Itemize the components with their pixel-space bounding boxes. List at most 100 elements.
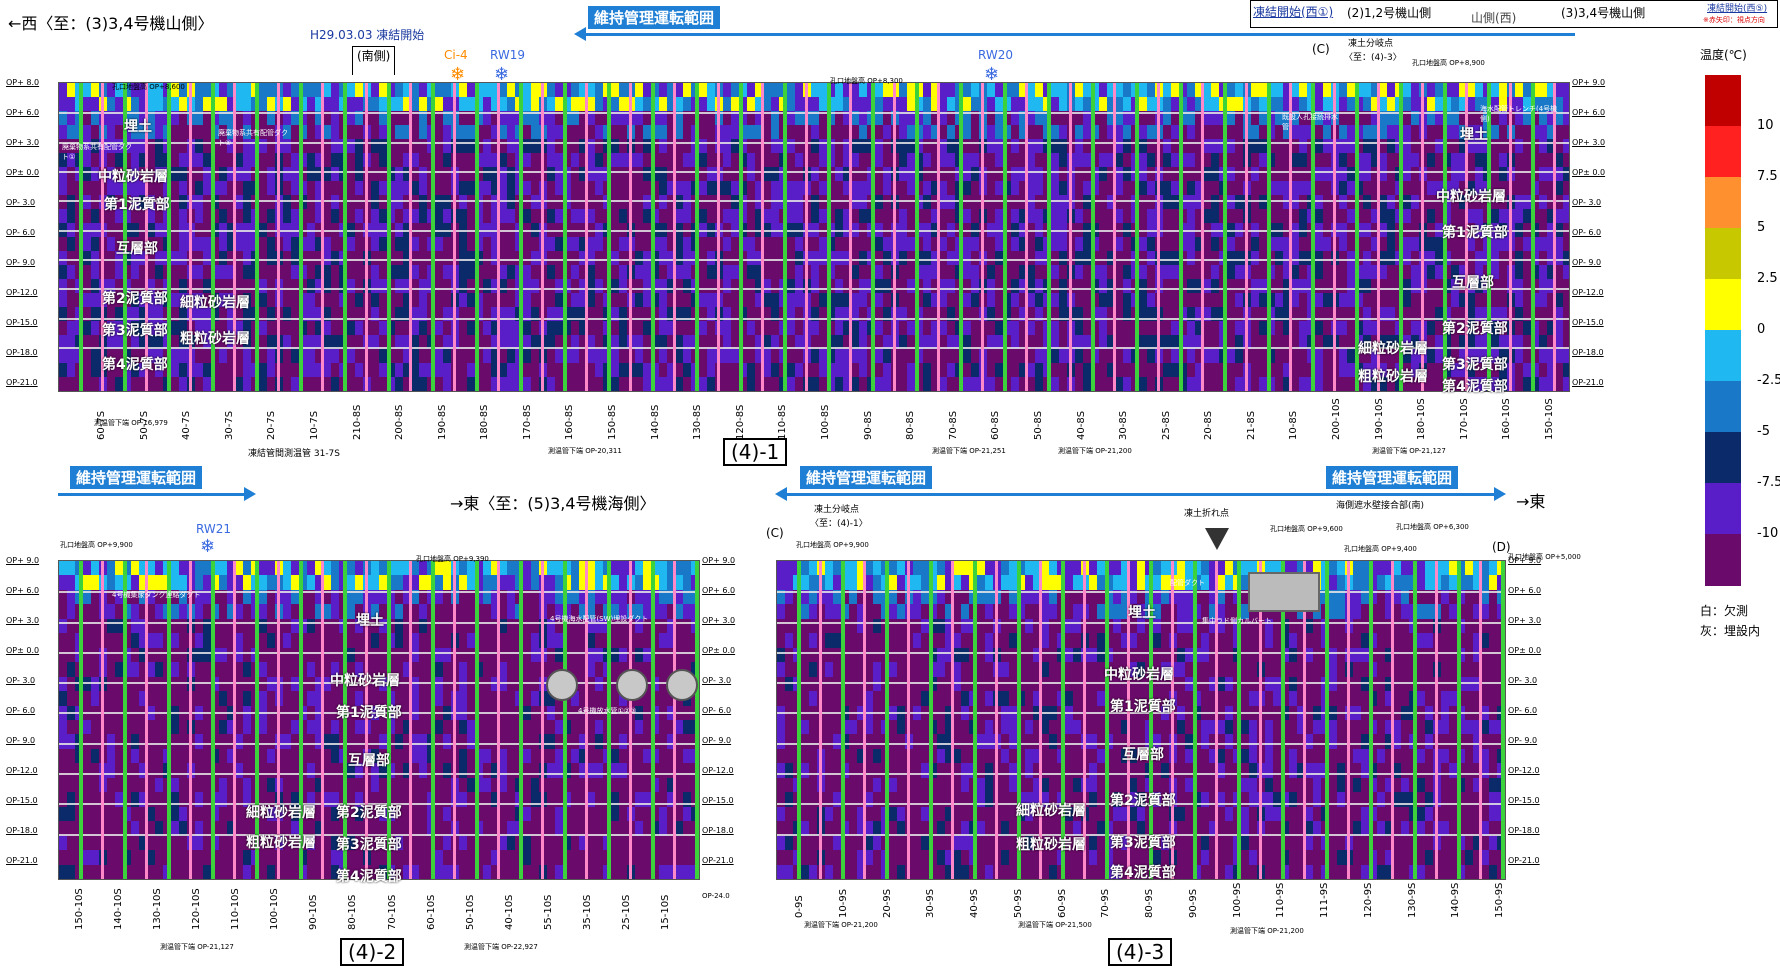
temperature-cell — [331, 307, 339, 322]
temperature-cell — [83, 763, 91, 779]
temperature-cell — [115, 335, 123, 350]
temperature-cell — [1435, 265, 1443, 280]
temperature-cell — [371, 265, 379, 280]
temperature-cell — [59, 293, 67, 308]
temperature-cell — [619, 321, 627, 336]
temperature-cell — [1499, 167, 1507, 182]
temperature-cell — [179, 777, 187, 793]
temperature-cell — [1275, 293, 1283, 308]
temperature-cell — [1123, 125, 1131, 140]
temperature-cell — [915, 111, 923, 126]
temperature-cell — [83, 748, 91, 764]
temperature-cell — [131, 377, 139, 391]
temperature-cell — [739, 125, 747, 140]
temperature-cell — [595, 293, 603, 308]
temperature-cell — [83, 321, 91, 336]
temperature-cell — [827, 279, 835, 294]
temperature-cell — [235, 167, 243, 182]
temperature-cell — [203, 153, 211, 168]
temperature-cell — [243, 720, 251, 735]
temperature-cell — [1227, 181, 1235, 196]
temperature-cell — [419, 279, 427, 294]
snowflake-icon: ❄ — [494, 64, 510, 85]
temperature-cell — [219, 575, 227, 591]
temperature-cell — [1091, 335, 1099, 350]
temperature-cell — [155, 575, 163, 591]
temperature-cell — [667, 279, 675, 294]
temperature-cell — [395, 321, 403, 336]
temperature-cell — [315, 167, 323, 182]
temperature-cell — [571, 167, 579, 182]
temperature-cell — [155, 691, 163, 707]
temperature-cell — [299, 349, 307, 364]
temperature-cell — [1259, 237, 1267, 252]
temperature-cell — [1315, 363, 1323, 378]
temperature-cell — [67, 835, 75, 851]
temperature-cell — [315, 321, 323, 336]
temperature-cell — [139, 83, 147, 98]
temperature-cell — [531, 321, 539, 336]
temperature-cell — [1403, 97, 1411, 112]
temperature-cell — [835, 167, 843, 182]
freeze-pipe-line — [1135, 83, 1139, 391]
temperature-cell — [555, 279, 563, 294]
temperature-cell — [139, 335, 147, 350]
temperature-cell — [1515, 363, 1523, 378]
temperature-cell — [699, 279, 707, 294]
temperature-cell — [1315, 167, 1323, 182]
temperature-cell — [571, 181, 579, 196]
temperature-cell — [1019, 321, 1027, 336]
temperature-cell — [1083, 265, 1091, 280]
temperature-cell — [195, 748, 203, 764]
temperature-tube-line — [101, 83, 104, 391]
temperature-cell — [1107, 139, 1115, 154]
temperature-cell — [579, 125, 587, 140]
temperature-cell — [107, 720, 115, 735]
temperature-cell — [227, 139, 235, 154]
temperature-cell — [947, 363, 955, 378]
temperature-cell — [371, 377, 379, 391]
temperature-cell — [851, 237, 859, 252]
temperature-cell — [1123, 363, 1131, 378]
temperature-cell — [619, 125, 627, 140]
temperature-cell — [763, 237, 771, 252]
temperature-cell — [331, 349, 339, 364]
temperature-cell — [227, 349, 235, 364]
temperature-cell — [123, 349, 131, 364]
temperature-cell — [499, 279, 507, 294]
temperature-cell — [787, 237, 795, 252]
temperature-cell — [587, 377, 595, 391]
temperature-cell — [763, 125, 771, 140]
temperature-cell — [923, 321, 931, 336]
temperature-cell — [611, 293, 619, 308]
temperature-cell — [1499, 153, 1507, 168]
temperature-cell — [1027, 265, 1035, 280]
temperature-cell — [267, 279, 275, 294]
temperature-cell — [875, 83, 883, 98]
temperature-cell — [1451, 125, 1459, 140]
temperature-cell — [123, 153, 131, 168]
temperature-cell — [859, 307, 867, 322]
temperature-cell — [875, 167, 883, 182]
temperature-cell — [1403, 125, 1411, 140]
temperature-cell — [1035, 349, 1043, 364]
temperature-cell — [323, 279, 331, 294]
tube-label: 70-8S — [947, 410, 959, 440]
temperature-cell — [203, 237, 211, 252]
temperature-cell — [1139, 293, 1147, 308]
temperature-cell — [387, 265, 395, 280]
temperature-cell — [915, 293, 923, 308]
temperature-cell — [523, 279, 531, 294]
temperature-cell — [155, 604, 163, 620]
temperature-cell — [1235, 377, 1243, 391]
temperature-cell — [1379, 181, 1387, 196]
temperature-cell — [611, 209, 619, 224]
temperature-cell — [1179, 181, 1187, 196]
temperature-cell — [947, 167, 955, 182]
temperature-cell — [171, 139, 179, 154]
temperature-cell — [147, 777, 155, 793]
temperature-cell — [931, 321, 939, 336]
temperature-cell — [523, 349, 531, 364]
red-arrow-note: ※赤矢印：視点方向 — [1703, 16, 1765, 24]
temperature-cell — [1091, 181, 1099, 196]
